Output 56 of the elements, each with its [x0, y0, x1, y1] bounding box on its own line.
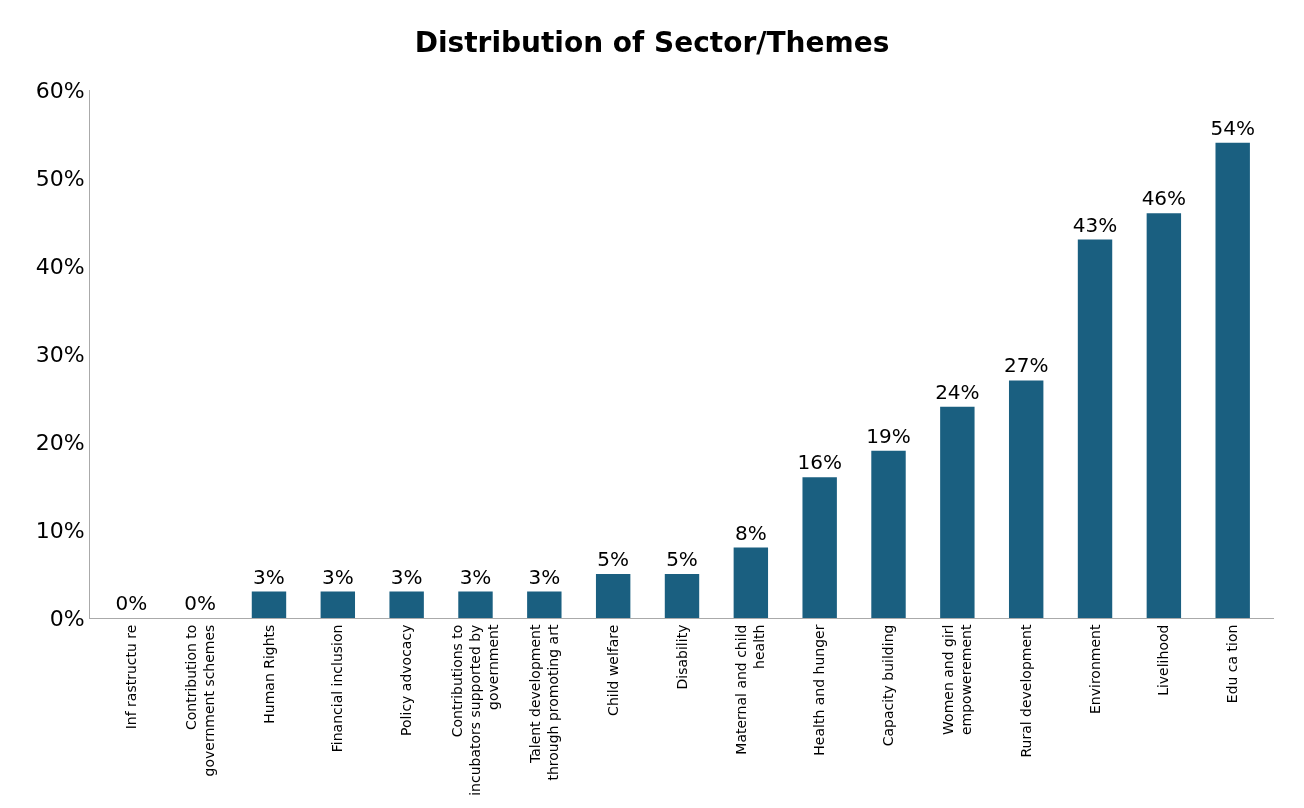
- x-tick-label: Capacity building: [880, 624, 897, 747]
- bar: [1008, 380, 1044, 618]
- data-label: 8%: [734, 520, 767, 545]
- bar: [251, 591, 287, 618]
- y-tick-label: 20%: [35, 429, 85, 455]
- bar: [389, 591, 424, 618]
- data-label: 5%: [597, 547, 630, 571]
- data-label: 3%: [390, 564, 423, 589]
- data-label: 43%: [1072, 212, 1118, 237]
- data-label: 3%: [459, 564, 492, 589]
- bar: [458, 591, 493, 618]
- data-label: 0%: [184, 591, 217, 615]
- data-label: 24%: [935, 379, 980, 404]
- bar: [1146, 213, 1182, 618]
- x-tick-label: Policy advocacy: [398, 624, 415, 736]
- x-tick-label: Financial inclusion: [329, 624, 346, 753]
- x-tick-label: Maternal and child health: [733, 624, 768, 755]
- y-tick-label: 50%: [35, 165, 85, 191]
- x-tick-label: Environment: [1086, 624, 1103, 715]
- x-tick-label: Rural development: [1017, 624, 1034, 758]
- x-tick-label: Human Rights: [260, 624, 277, 724]
- x-tick-label: Child welfare: [604, 624, 621, 716]
- x-tick-label: Health and hunger: [811, 624, 828, 756]
- data-label: 3%: [253, 564, 285, 589]
- y-tick-label: 0%: [49, 605, 85, 631]
- x-tick-label: Contribution to government schemes: [182, 624, 217, 777]
- chart-title: Distribution of Sector/Themes: [414, 25, 890, 59]
- data-label: 5%: [666, 547, 698, 571]
- x-tick-label: Women and girl empowerement: [939, 624, 974, 736]
- bar: [664, 574, 700, 618]
- data-label: 54%: [1210, 115, 1255, 140]
- x-tick-label: Inf rastructu re: [122, 624, 139, 730]
- y-tick-label: 10%: [35, 517, 85, 543]
- bar: [802, 477, 837, 618]
- x-tick-label: Livelihood: [1155, 624, 1172, 696]
- data-label: 16%: [797, 450, 842, 475]
- bar: [871, 450, 906, 618]
- x-tick-label: Edu ca tion: [1224, 624, 1241, 704]
- bar: [733, 547, 769, 618]
- y-tick-label: 30%: [35, 341, 85, 367]
- bar: [595, 574, 631, 618]
- data-label: 46%: [1141, 186, 1187, 211]
- x-tick-label: Contributions to incubators supported by government: [448, 624, 502, 796]
- bar: [320, 591, 356, 618]
- data-label: 0%: [115, 591, 148, 615]
- bar: [940, 406, 975, 618]
- data-label: 19%: [866, 423, 911, 448]
- y-tick-label: 40%: [35, 253, 85, 279]
- bar: [527, 591, 562, 618]
- data-label: 27%: [1003, 353, 1049, 378]
- bar: [1215, 142, 1250, 618]
- y-tick-label: 60%: [35, 77, 85, 103]
- x-tick-label: Disability: [673, 624, 690, 690]
- data-label: 3%: [321, 564, 354, 589]
- bar: [1077, 239, 1113, 618]
- data-label: 3%: [528, 564, 561, 589]
